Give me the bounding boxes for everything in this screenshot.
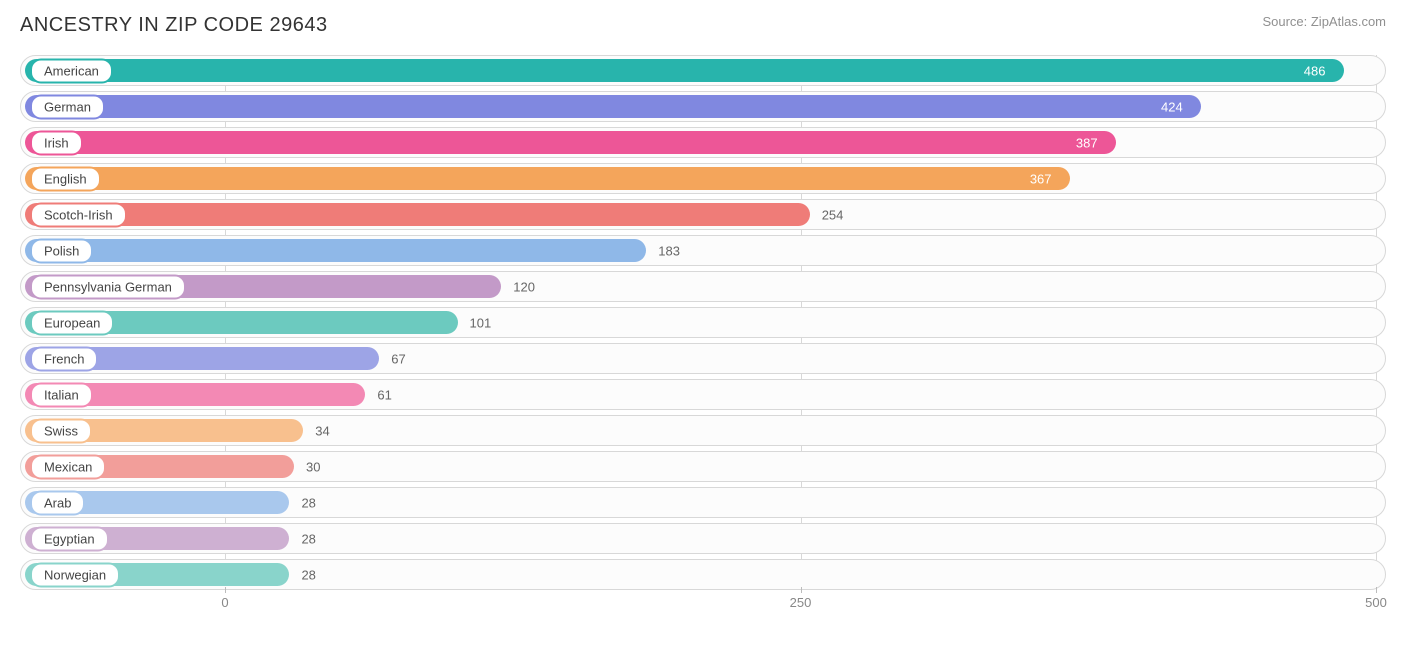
value-label: 387 xyxy=(1076,135,1098,150)
value-label: 486 xyxy=(1304,63,1326,78)
bar-row: Irish 387 xyxy=(20,127,1386,158)
bar-row: Swiss 34 xyxy=(20,415,1386,446)
value-label: 34 xyxy=(315,423,329,438)
value-label: 101 xyxy=(470,315,492,330)
category-pill: Arab xyxy=(30,490,85,515)
category-pill: Italian xyxy=(30,382,93,407)
bar xyxy=(25,239,646,262)
bar-row: Polish 183 xyxy=(20,235,1386,266)
source-attribution: Source: ZipAtlas.com xyxy=(1262,14,1386,29)
bar-row: Pennsylvania German 120 xyxy=(20,271,1386,302)
bar xyxy=(25,203,810,226)
x-tick-label: 0 xyxy=(221,595,228,610)
value-label: 28 xyxy=(301,567,315,582)
category-pill: Scotch-Irish xyxy=(30,202,127,227)
tick-mark xyxy=(801,587,802,593)
bar-row: Italian 61 xyxy=(20,379,1386,410)
category-pill: Polish xyxy=(30,238,93,263)
x-tick-label: 250 xyxy=(790,595,812,610)
bar-row: Mexican 30 xyxy=(20,451,1386,482)
value-label: 424 xyxy=(1161,99,1183,114)
bar-row: Egyptian 28 xyxy=(20,523,1386,554)
category-pill: Egyptian xyxy=(30,526,109,551)
category-pill: French xyxy=(30,346,98,371)
category-pill: Mexican xyxy=(30,454,106,479)
bar xyxy=(25,59,1344,82)
bar-row: English 367 xyxy=(20,163,1386,194)
value-label: 28 xyxy=(301,495,315,510)
page-title: ANCESTRY IN ZIP CODE 29643 xyxy=(20,14,328,37)
value-label: 28 xyxy=(301,531,315,546)
category-pill: Swiss xyxy=(30,418,92,443)
bar xyxy=(25,131,1116,154)
category-pill: German xyxy=(30,94,105,119)
bar-row: Norwegian 28 xyxy=(20,559,1386,590)
bar-row: French 67 xyxy=(20,343,1386,374)
bar-row: Arab 28 xyxy=(20,487,1386,518)
bar-row: German 424 xyxy=(20,91,1386,122)
bar xyxy=(25,167,1070,190)
category-pill: American xyxy=(30,58,113,83)
x-tick-label: 500 xyxy=(1365,595,1387,610)
bar xyxy=(25,95,1201,118)
ancestry-bar-chart: American 486 German 424 Irish 387 English 367 Sc… xyxy=(0,45,1406,649)
value-label: 67 xyxy=(391,351,405,366)
value-label: 367 xyxy=(1030,171,1052,186)
bar-row: American 486 xyxy=(20,55,1386,86)
value-label: 254 xyxy=(822,207,844,222)
category-pill: English xyxy=(30,166,101,191)
tick-mark xyxy=(1376,587,1377,593)
category-pill: Pennsylvania German xyxy=(30,274,186,299)
value-label: 61 xyxy=(377,387,391,402)
value-label: 183 xyxy=(658,243,680,258)
value-label: 120 xyxy=(513,279,535,294)
category-pill: European xyxy=(30,310,114,335)
bar-row: Scotch-Irish 254 xyxy=(20,199,1386,230)
value-label: 30 xyxy=(306,459,320,474)
tick-mark xyxy=(225,587,226,593)
category-pill: Irish xyxy=(30,130,83,155)
bar-row: European 101 xyxy=(20,307,1386,338)
category-pill: Norwegian xyxy=(30,562,120,587)
